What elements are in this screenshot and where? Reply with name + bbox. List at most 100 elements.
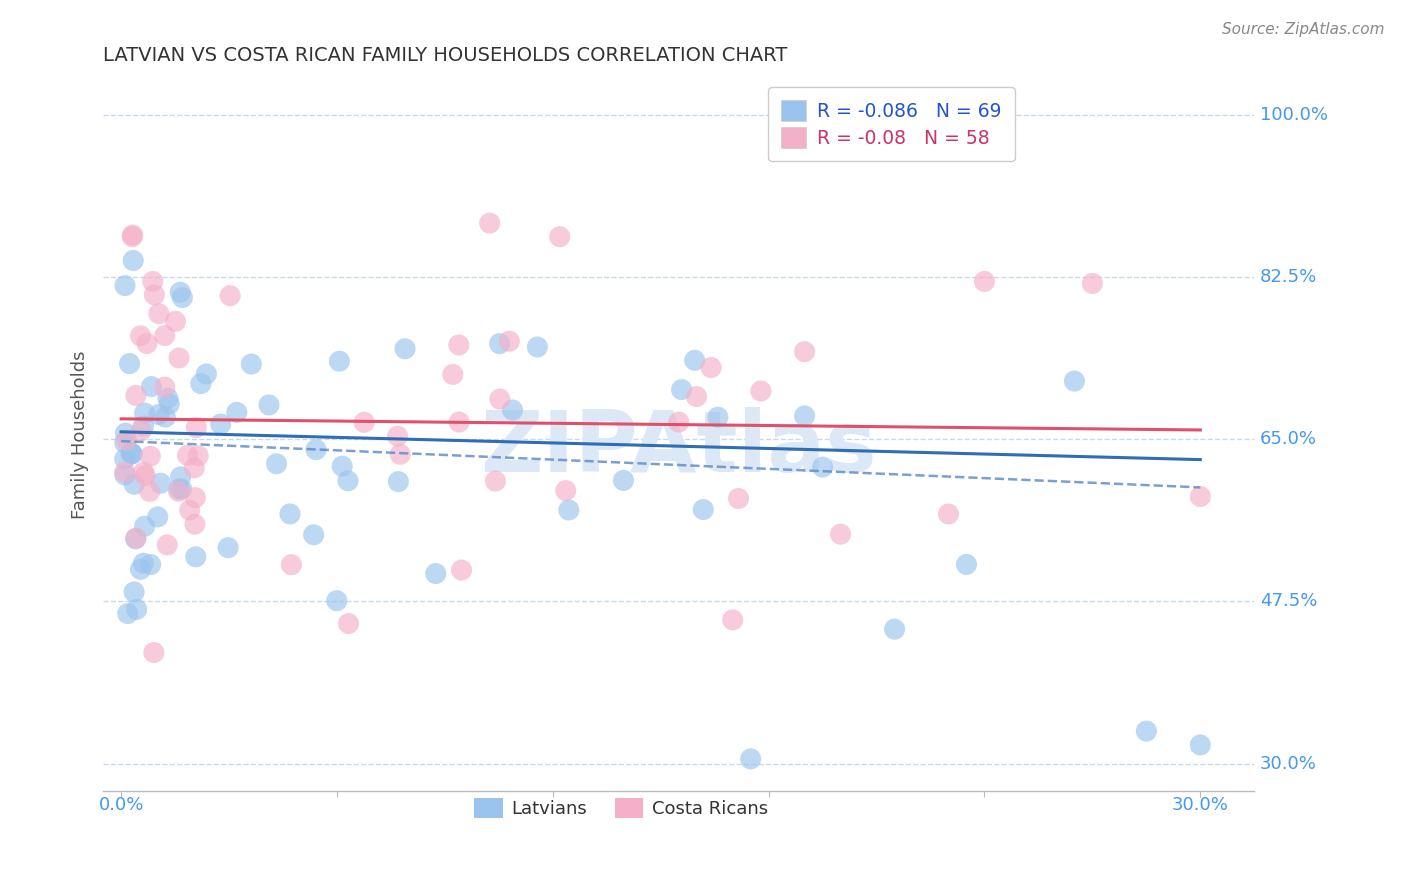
Point — [121, 447, 143, 461]
Point — [167, 482, 190, 496]
Point — [425, 566, 447, 581]
Point — [447, 338, 470, 352]
Point — [139, 558, 162, 572]
Point — [129, 424, 152, 438]
Point — [612, 474, 634, 488]
Point — [219, 288, 242, 302]
Point — [134, 468, 156, 483]
Point — [139, 449, 162, 463]
Point — [353, 415, 375, 429]
Point — [692, 502, 714, 516]
Point — [129, 562, 152, 576]
Point — [165, 314, 187, 328]
Point — [394, 342, 416, 356]
Point — [217, 541, 239, 555]
Point — [142, 275, 165, 289]
Point — [488, 392, 510, 406]
Point — [124, 532, 146, 546]
Point — [121, 447, 143, 461]
Point — [169, 470, 191, 484]
Point — [389, 447, 412, 461]
Point — [668, 415, 690, 429]
Point — [973, 274, 995, 288]
Point — [387, 429, 409, 443]
Point — [1189, 738, 1212, 752]
Point — [114, 451, 136, 466]
Text: 30.0%: 30.0% — [1260, 755, 1317, 772]
Point — [1081, 277, 1104, 291]
Point — [326, 593, 349, 607]
Legend: Latvians, Costa Ricans: Latvians, Costa Ricans — [467, 790, 776, 825]
Point — [121, 229, 143, 244]
Point — [141, 379, 163, 393]
Point — [156, 391, 179, 405]
Point — [811, 460, 834, 475]
Text: 0.0%: 0.0% — [98, 796, 143, 814]
Point — [169, 285, 191, 300]
Point — [121, 227, 143, 242]
Point — [195, 367, 218, 381]
Point — [700, 360, 723, 375]
Point — [441, 368, 464, 382]
Point — [136, 336, 159, 351]
Point — [685, 390, 707, 404]
Point — [167, 484, 190, 499]
Point — [146, 509, 169, 524]
Point — [498, 334, 520, 349]
Point — [187, 449, 209, 463]
Point — [125, 531, 148, 545]
Point — [170, 482, 193, 496]
Point — [115, 434, 138, 448]
Point — [793, 344, 815, 359]
Point — [184, 517, 207, 532]
Point — [179, 503, 201, 517]
Point — [132, 465, 155, 479]
Point — [149, 476, 172, 491]
Point — [727, 491, 749, 506]
Point — [305, 442, 328, 457]
Point — [707, 410, 730, 425]
Point — [793, 409, 815, 423]
Point — [114, 465, 136, 479]
Point — [143, 288, 166, 302]
Point — [1135, 724, 1157, 739]
Text: 30.0%: 30.0% — [1171, 796, 1229, 814]
Point — [125, 388, 148, 402]
Text: ZIPAtlas: ZIPAtlas — [481, 408, 877, 491]
Point — [548, 229, 571, 244]
Point — [1063, 374, 1085, 388]
Point — [938, 507, 960, 521]
Y-axis label: Family Households: Family Households — [72, 351, 89, 519]
Point — [387, 475, 409, 489]
Point — [450, 563, 472, 577]
Point — [117, 607, 139, 621]
Point — [955, 558, 977, 572]
Point — [122, 253, 145, 268]
Point — [225, 405, 247, 419]
Point — [153, 328, 176, 343]
Point — [172, 291, 194, 305]
Point — [449, 415, 471, 429]
Point — [330, 459, 353, 474]
Point — [257, 398, 280, 412]
Text: 65.0%: 65.0% — [1260, 430, 1317, 448]
Point — [157, 397, 180, 411]
Point — [186, 420, 208, 434]
Point — [883, 622, 905, 636]
Point — [830, 527, 852, 541]
Point — [488, 336, 510, 351]
Point — [184, 549, 207, 564]
Point — [114, 426, 136, 441]
Text: 82.5%: 82.5% — [1260, 268, 1317, 286]
Point — [148, 408, 170, 422]
Point — [183, 460, 205, 475]
Text: Source: ZipAtlas.com: Source: ZipAtlas.com — [1222, 22, 1385, 37]
Point — [280, 558, 302, 572]
Point — [184, 491, 207, 505]
Point — [328, 354, 350, 368]
Point — [337, 616, 360, 631]
Point — [118, 357, 141, 371]
Point — [558, 503, 581, 517]
Point — [240, 357, 263, 371]
Point — [484, 474, 506, 488]
